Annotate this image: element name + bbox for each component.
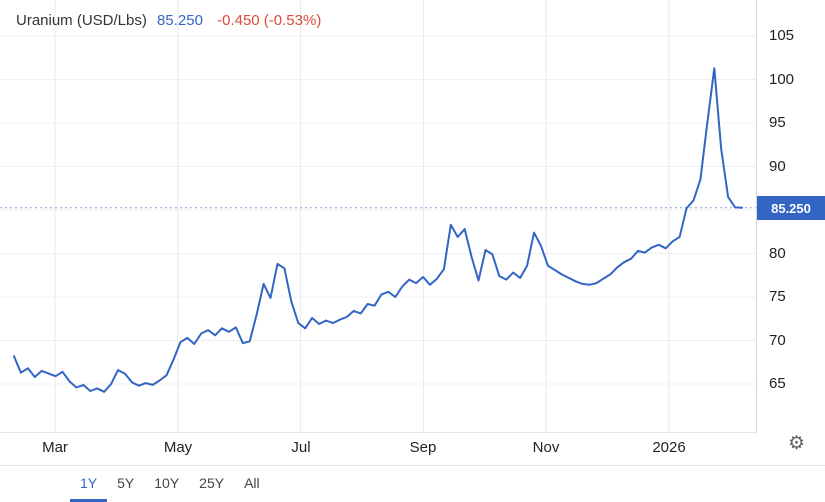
x-axis-label: Nov	[532, 439, 560, 456]
x-axis-label: 2026	[652, 439, 686, 456]
current-price: 85.250	[157, 12, 203, 29]
y-axis: 105 100 95 90 80 75 70 65	[757, 0, 825, 433]
tab-5y[interactable]: 5Y	[117, 474, 135, 491]
x-axis-label: Mar	[42, 439, 68, 456]
price-line-chart[interactable]	[0, 0, 757, 433]
y-axis-label: 100	[769, 71, 795, 88]
y-axis-label: 70	[769, 332, 786, 349]
y-axis-label: 95	[769, 114, 786, 131]
tab-10y[interactable]: 10Y	[154, 474, 180, 491]
y-axis-label: 80	[769, 245, 786, 262]
x-axis: Mar May Jul Sep Nov 2026	[0, 437, 757, 461]
gear-icon[interactable]: ⚙	[787, 433, 805, 454]
y-axis-label: 105	[769, 27, 795, 44]
instrument-title: Uranium (USD/Lbs)	[16, 12, 147, 29]
y-axis-label: 75	[769, 288, 786, 305]
x-axis-label: May	[163, 439, 193, 456]
price-series-line	[13, 67, 743, 393]
tab-25y[interactable]: 25Y	[199, 474, 225, 491]
tab-all[interactable]: All	[244, 474, 260, 491]
tab-1y[interactable]: 1Y	[70, 466, 108, 502]
range-toolbar: 1Y 5Y 10Y 25Y All	[0, 465, 825, 502]
y-axis-label: 65	[769, 375, 786, 392]
chart-header: Uranium (USD/Lbs) 85.250 -0.450 (-0.53%)	[16, 12, 321, 29]
current-price-label: 85.250	[757, 196, 825, 220]
y-axis-label: 90	[769, 158, 786, 175]
x-axis-label: Jul	[291, 439, 311, 456]
price-change: -0.450 (-0.53%)	[217, 12, 322, 29]
x-axis-label: Sep	[409, 439, 437, 456]
